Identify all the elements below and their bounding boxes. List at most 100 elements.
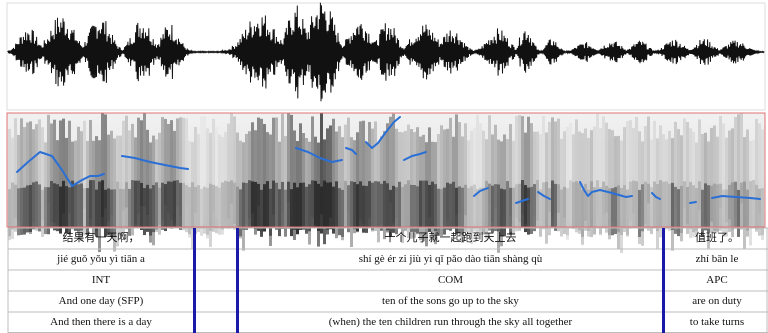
spectrogram-column [743,137,746,250]
spectrogram-column [449,117,452,227]
spectrogram-column [407,124,410,239]
spectrogram-band [455,187,458,235]
spectrogram-band [620,188,623,236]
spectrogram-column [623,127,626,228]
tier-cell: And one day (SFP) [58,295,144,307]
spectrogram-column [23,127,26,233]
spectrogram-band [284,189,287,237]
spectrogram-column [62,118,65,214]
spectrogram-band [236,186,239,234]
spectrogram-column [248,131,251,220]
spectrogram-band [548,188,551,236]
spectrogram-band [101,180,104,228]
spectrogram-column [230,113,233,204]
spectrogram-column [611,130,614,222]
spectrogram-band [71,180,74,228]
spectrogram-band [596,180,599,228]
spectrogram-band [566,188,569,236]
spectrogram-column [551,117,554,218]
spectrogram-band [431,181,434,229]
spectrogram-column [263,124,266,232]
spectrogram-band [263,184,266,232]
spectrogram-band [689,181,692,229]
spectrogram-band [32,182,35,230]
spectrogram-band [503,189,506,237]
spectrogram-border [6,112,766,228]
spectrogram-column [272,117,275,215]
spectrogram-band [281,181,284,229]
spectrogram-band [695,188,698,236]
spectrogram-band [176,180,179,228]
spectrogram-column [392,113,395,224]
spectrogram-band [140,182,143,230]
spectrogram-band [20,187,23,235]
spectrogram-column [653,120,656,227]
spectrogram-band [557,184,560,232]
spectrogram-band [161,182,164,230]
spectrogram-band [587,189,590,237]
spectrogram-band [389,189,392,237]
spectrogram-column [686,122,689,224]
spectrogram-column [191,142,194,249]
spectrogram-band [341,189,344,237]
pitch-track-segment [689,201,697,204]
spectrogram-column [755,118,758,230]
spectrogram-band [488,183,491,231]
spectrogram-band [401,186,404,234]
spectrogram-band [59,186,62,234]
spectrogram-column [32,129,35,224]
spectrogram-column [158,132,161,225]
spectrogram-column [638,131,641,245]
spectrogram-column [716,136,719,233]
spectrogram-column [731,128,734,238]
spectrogram-band [383,180,386,228]
spectrogram-column [47,114,50,203]
spectrogram-column [560,138,563,228]
spectrogram-band [14,184,17,232]
spectrogram-band [728,184,731,232]
spectrogram-column [362,120,365,225]
spectrogram-column [359,121,362,220]
spectrogram-band [44,187,47,235]
spectrogram-column [728,130,731,220]
spectrogram-column [206,128,209,239]
spectrogram-band [449,183,452,231]
spectrogram-band [233,182,236,230]
spectrogram-column [464,123,467,216]
spectrogram-band [242,182,245,230]
spectrogram-column [413,132,416,238]
pitch-track-segment [16,151,105,187]
spectrogram-column [470,131,473,245]
spectrogram-column [524,132,527,224]
spectrogram-column [608,129,611,240]
spectrogram-band [719,183,722,231]
spectrogram-band [623,185,626,233]
spectrogram-band [251,181,254,229]
spectrogram-column [692,131,695,238]
spectrogram-band [713,183,716,231]
spectrogram-column [374,121,377,232]
spectrogram-column [404,130,407,231]
spectrogram-band [38,184,41,232]
pitch-track-segment [365,116,401,149]
spectrogram-column [128,130,131,229]
spectrogram-column [443,129,446,228]
spectrogram-column [647,116,650,204]
spectrogram-band [494,184,497,232]
spectrogram-band [395,187,398,235]
spectrogram-band [473,184,476,232]
spectrogram-band [650,187,653,235]
spectrogram-band [554,183,557,231]
spectrogram-band [458,186,461,234]
spectrogram-column [398,131,401,228]
pitch-track-segment [515,198,529,204]
spectrogram-band [278,189,281,237]
spectrogram-column [140,120,143,207]
spectrogram-band [692,185,695,233]
spectrogram-band [35,181,38,229]
spectrogram-band [440,189,443,237]
spectrogram-band [326,182,329,230]
spectrogram-band [47,187,50,235]
spectrogram-band [722,189,725,237]
